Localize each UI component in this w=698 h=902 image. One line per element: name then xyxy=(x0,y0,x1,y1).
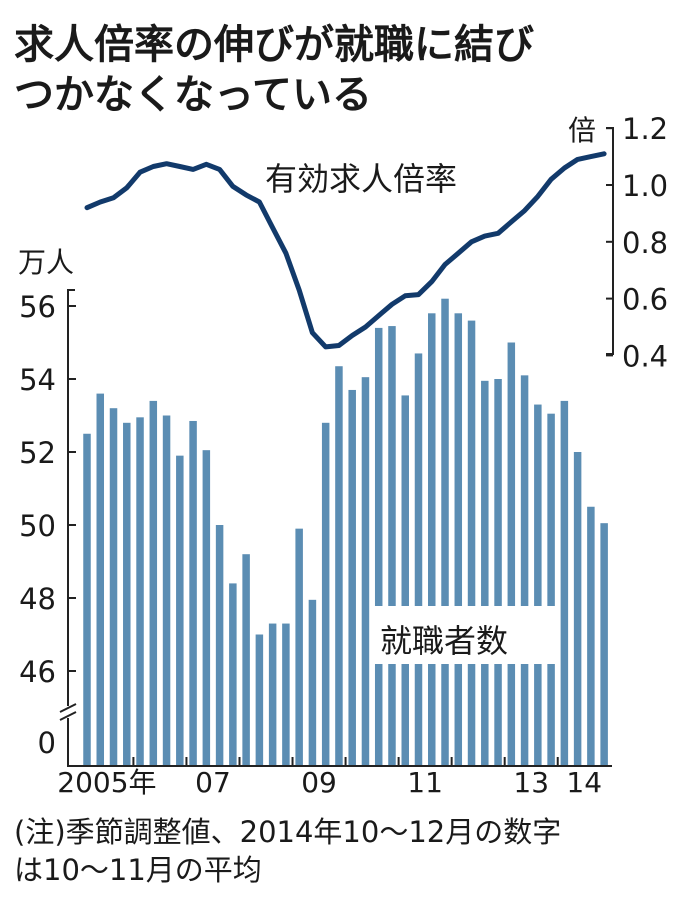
right-axis-unit: 倍 xyxy=(568,114,596,147)
chart-title-line2: つかなくなっている xyxy=(14,72,372,118)
x-axis-tick-label: 13 xyxy=(513,766,549,799)
bar xyxy=(534,404,542,766)
bar xyxy=(414,353,423,766)
bar xyxy=(215,525,224,766)
bar xyxy=(494,379,502,766)
left-axis-tick-label: 0 xyxy=(38,726,56,760)
note-line1: (注)季節調整値、2014年10～12月の数字 xyxy=(14,815,561,849)
bar xyxy=(573,452,582,766)
x-axis-tick-label: 2005年 xyxy=(57,766,156,799)
bar xyxy=(268,623,277,766)
bar xyxy=(282,623,290,766)
bar xyxy=(308,599,317,766)
x-axis-tick-label: 11 xyxy=(407,766,443,799)
bar xyxy=(547,413,555,766)
bar xyxy=(96,393,105,766)
bar xyxy=(109,408,118,766)
x-axis-tick-label: 09 xyxy=(301,766,337,799)
bar xyxy=(83,433,91,766)
bar xyxy=(428,313,436,766)
bar xyxy=(149,400,158,766)
bar xyxy=(202,450,211,766)
bar xyxy=(255,634,264,766)
line-series-job-ratio xyxy=(84,151,607,350)
bar xyxy=(229,583,237,766)
bar xyxy=(348,389,356,766)
right-axis-tick-label: 0.6 xyxy=(622,283,668,317)
bar xyxy=(507,342,516,766)
right-axis: 1.2 1.0 0.8 0.6 0.4 xyxy=(606,112,668,373)
left-axis-tick-label: 54 xyxy=(19,363,56,397)
bar xyxy=(136,417,144,766)
bar xyxy=(467,320,476,766)
x-axis-tick-label: 07 xyxy=(195,766,231,799)
bar xyxy=(560,400,569,766)
bar xyxy=(189,420,197,766)
axis-break-mark xyxy=(59,703,77,721)
bar xyxy=(335,366,343,766)
x-axis-tick-label: 14 xyxy=(566,766,602,799)
left-axis-tick-label: 50 xyxy=(19,509,56,543)
chart-title-line1: 求人倍率の伸びが就職に結び xyxy=(14,22,534,68)
bar xyxy=(388,326,396,766)
bar xyxy=(374,327,383,766)
series-label-background xyxy=(372,606,558,664)
right-axis-tick-label: 0.4 xyxy=(622,339,668,373)
bar xyxy=(441,298,449,766)
left-axis: 56 54 52 50 48 46 0 xyxy=(19,289,612,767)
left-axis-tick-label: 46 xyxy=(19,655,56,689)
left-axis-tick-label: 48 xyxy=(19,582,56,616)
bar-series-employed xyxy=(83,298,608,766)
right-axis-tick-label: 1.2 xyxy=(622,112,668,146)
bar-series-label: 就職者数 xyxy=(380,622,508,660)
bar xyxy=(162,415,171,766)
left-axis-line xyxy=(67,289,612,767)
bar xyxy=(295,528,303,766)
bar xyxy=(242,554,250,766)
line-series-label: 有効求人倍率 xyxy=(265,160,457,198)
bar xyxy=(123,422,131,766)
left-axis-unit: 万人 xyxy=(18,246,74,279)
right-axis-tick-label: 1.0 xyxy=(622,169,668,203)
bar xyxy=(361,377,370,766)
bar xyxy=(600,523,608,766)
bar xyxy=(481,380,489,766)
bar xyxy=(587,506,595,766)
bar xyxy=(321,422,330,766)
bar xyxy=(401,395,409,766)
bar xyxy=(176,455,184,766)
left-axis-tick-label: 56 xyxy=(19,290,56,324)
note-line2: は10～11月の平均 xyxy=(14,853,262,887)
x-axis: 2005年 07 09 11 13 14 xyxy=(57,757,602,799)
bar xyxy=(454,313,463,766)
bar xyxy=(520,375,529,766)
left-axis-tick-label: 52 xyxy=(19,436,56,470)
right-axis-tick-label: 0.8 xyxy=(622,226,668,260)
